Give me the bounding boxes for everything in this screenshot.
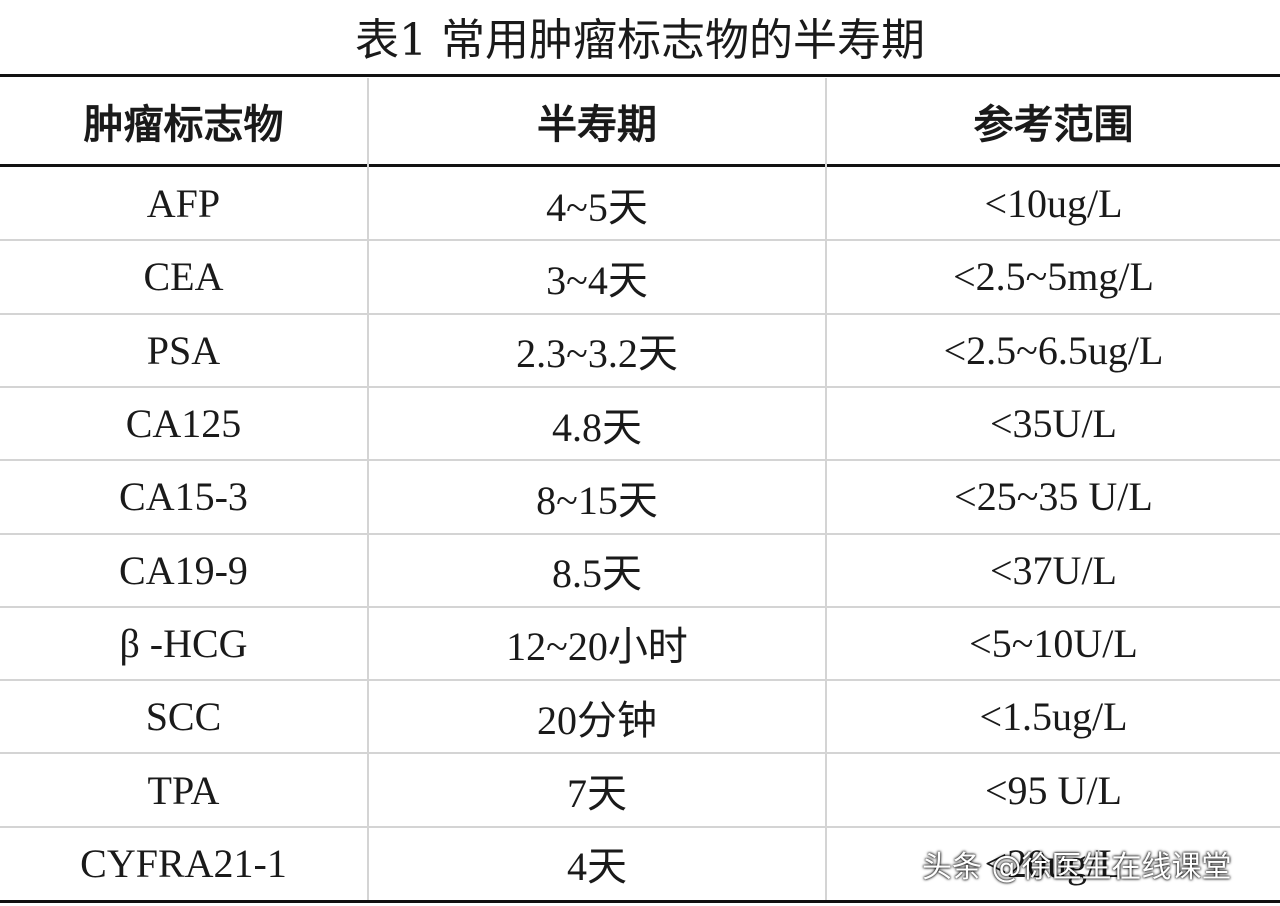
row-rule — [0, 605, 1280, 608]
header-cell: 半寿期 — [537, 102, 657, 148]
table-cell: CA125 — [125, 401, 242, 447]
header-cell: 肿瘤标志物 — [83, 102, 284, 148]
row-rule — [0, 825, 1280, 828]
table-cell: CYFRA21-1 — [80, 840, 287, 886]
table-title: 表1 常用肿瘤标志物的半寿期 — [355, 15, 925, 66]
row-rule — [0, 312, 1280, 315]
row-rule — [0, 752, 1280, 755]
row-rule — [0, 459, 1280, 462]
table-cell: <2.5~5mg/L — [953, 254, 1154, 300]
table-cell: <95 U/L — [985, 767, 1122, 813]
header-cell: 参考范围 — [973, 102, 1134, 148]
table-cell: TPA — [147, 767, 220, 813]
rule — [0, 74, 1280, 77]
rule — [0, 900, 1280, 903]
table-cell: β -HCG — [119, 620, 248, 666]
rule — [0, 164, 1280, 167]
row-rule — [0, 532, 1280, 535]
table-cell: <20ug/L — [984, 840, 1123, 886]
table-cell: 8.5天 — [552, 551, 642, 597]
table-cell: <37U/L — [990, 547, 1117, 593]
watermark: 头条 @徐医生在线课堂 — [922, 850, 1232, 885]
column-rule — [825, 78, 827, 900]
column-rule — [367, 78, 369, 900]
table-cell: CA15-3 — [119, 474, 248, 520]
table-cell: <35U/L — [990, 401, 1117, 447]
row-rule — [0, 239, 1280, 242]
table-cell: 2.3~3.2天 — [516, 331, 678, 377]
table-cell: 3~4天 — [546, 257, 648, 303]
table-cell: CA19-9 — [119, 547, 248, 593]
table-cell: 7天 — [567, 771, 627, 817]
table-cell: <25~35 U/L — [954, 474, 1153, 520]
table-cell: <5~10U/L — [969, 620, 1138, 666]
table-cell: <2.5~6.5ug/L — [943, 327, 1164, 373]
table-cell: 20分钟 — [537, 697, 657, 743]
table-cell: 4~5天 — [546, 184, 648, 230]
table-cell: 4.8天 — [552, 404, 642, 450]
table-cell: CEA — [143, 254, 224, 300]
table-cell: <1.5ug/L — [979, 694, 1128, 740]
table-cell: AFP — [146, 181, 221, 227]
row-rule — [0, 385, 1280, 388]
table-cell: <10ug/L — [984, 181, 1123, 227]
row-rule — [0, 679, 1280, 682]
table-cell: 4天 — [567, 844, 627, 890]
table-cell: SCC — [145, 694, 222, 740]
table-cell: PSA — [146, 327, 221, 373]
table-cell: 8~15天 — [536, 477, 658, 523]
table-cell: 12~20小时 — [506, 624, 688, 670]
